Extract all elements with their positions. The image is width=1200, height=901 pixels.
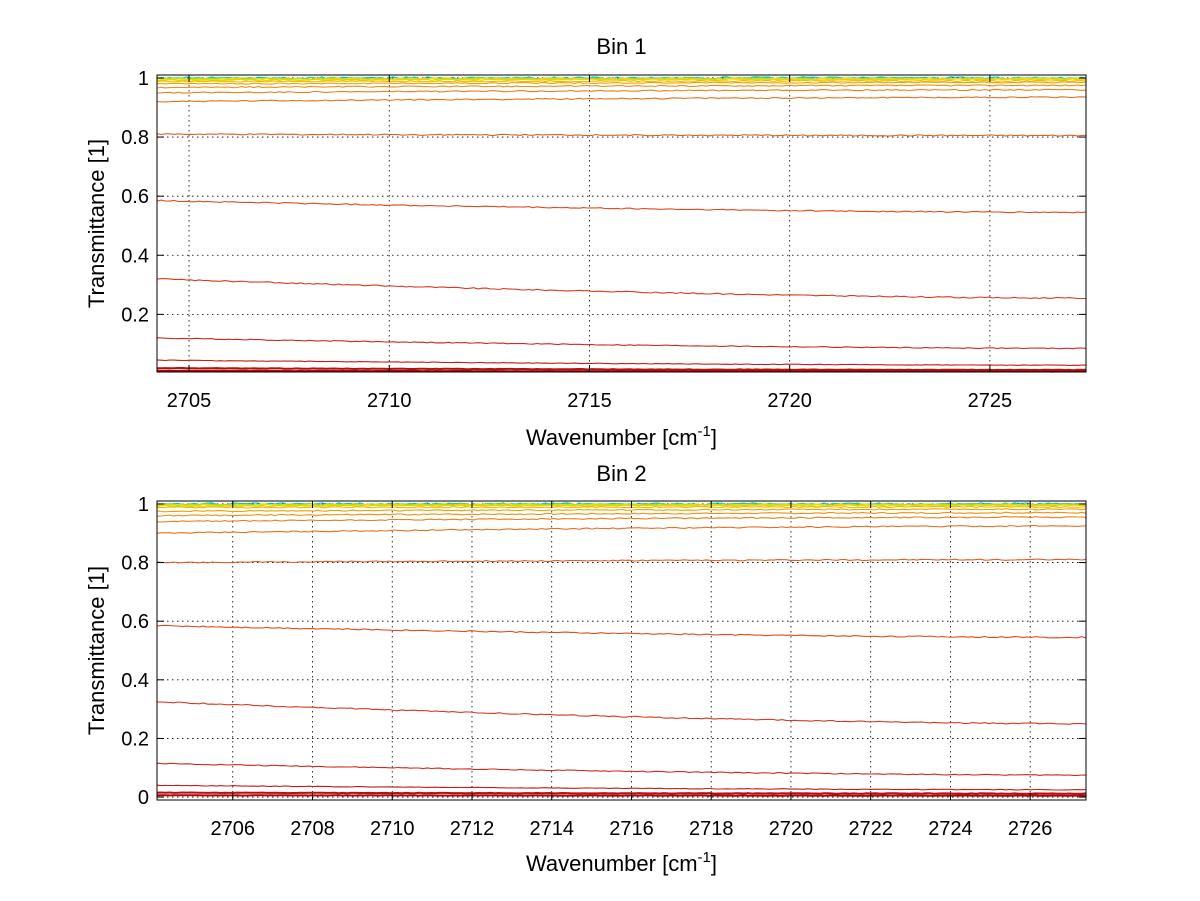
series-group [156, 502, 1087, 797]
y-axis: 0.2 0.4 0.6 0.8 1 [121, 68, 1086, 326]
x-tick-label: 2705 [167, 390, 212, 412]
axes-box [156, 500, 1087, 801]
x-axis-label-end: ] [711, 851, 717, 876]
series-line [156, 367, 1087, 372]
series-line [156, 84, 1087, 89]
series-line [156, 701, 1087, 725]
chart-bin-2: Bin 2 2706 2708 2710 2712 2714 2716 2718 2720 272… [84, 461, 1087, 876]
y-axis: 0 0.2 0.4 0.6 0.8 1 [121, 494, 1086, 809]
series-line [156, 76, 1087, 80]
series-line [157, 505, 1087, 509]
series-line [156, 558, 1087, 564]
x-tick-label: 2720 [767, 390, 812, 412]
x-tick-label: 2714 [529, 818, 574, 840]
series-line [156, 133, 1087, 137]
x-tick-label: 2724 [928, 818, 973, 840]
x-tick-label: 2706 [211, 818, 256, 840]
grid [157, 75, 1086, 372]
y-tick-label: 1 [138, 494, 149, 516]
x-axis-label-sup: -1 [698, 423, 711, 440]
series-line [156, 88, 1087, 94]
series-line [156, 508, 1087, 513]
series-line [156, 337, 1087, 350]
x-axis-label-text: Wavenumber [cm [526, 851, 698, 876]
x-axis-label: Wavenumber [cm-1] [526, 849, 717, 876]
x-axis-label-text: Wavenumber [cm [526, 425, 698, 450]
y-tick-label: 1 [138, 68, 149, 90]
series-line [156, 524, 1087, 534]
y-tick-label: 0.2 [121, 304, 149, 326]
x-tick-label: 2712 [450, 818, 495, 840]
series-line [156, 791, 1087, 795]
y-tick-label: 0.6 [121, 611, 149, 633]
x-axis-label: Wavenumber [cm-1] [526, 423, 717, 450]
series-group [156, 76, 1087, 373]
x-axis-label-sup: -1 [698, 849, 711, 866]
x-tick-label: 2725 [968, 390, 1013, 412]
x-tick-label: 2716 [609, 818, 654, 840]
y-tick-label: 0.6 [121, 186, 149, 208]
x-tick-label: 2722 [848, 818, 893, 840]
series-line [156, 504, 1087, 508]
series-line [156, 369, 1086, 373]
y-tick-label: 0.8 [121, 553, 149, 575]
series-line [156, 784, 1087, 791]
chart-title: Bin 1 [596, 34, 646, 59]
series-line [156, 624, 1087, 639]
series-line [156, 794, 1087, 797]
x-tick-label: 2715 [567, 390, 612, 412]
grid [157, 501, 1086, 800]
x-tick-label: 2726 [1008, 818, 1053, 840]
y-axis-label: Transmittance [1] [84, 566, 109, 735]
x-tick-label: 2708 [290, 818, 335, 840]
series-line [156, 79, 1087, 83]
series-line [156, 359, 1086, 367]
chart-title: Bin 2 [596, 461, 646, 486]
y-tick-label: 0.4 [121, 670, 149, 692]
x-tick-label: 2718 [689, 818, 734, 840]
series-line [156, 762, 1087, 776]
x-tick-label: 2720 [769, 818, 814, 840]
x-tick-label: 2710 [367, 390, 412, 412]
x-axis-label-end: ] [711, 425, 717, 450]
series-line [156, 96, 1087, 103]
y-axis-label: Transmittance [1] [84, 139, 109, 308]
series-line [156, 503, 1087, 506]
series-line [156, 516, 1087, 523]
series-line [156, 511, 1087, 517]
series-line [156, 278, 1086, 300]
x-axis: 2705 2710 2715 2720 2725 [167, 75, 1012, 412]
y-tick-label: 0.4 [121, 245, 149, 267]
y-tick-label: 0.8 [121, 127, 149, 149]
y-tick-label: 0 [138, 787, 149, 809]
x-axis: 2706 2708 2710 2712 2714 2716 2718 2720 2722 2724… [211, 501, 1053, 840]
axes-box [156, 74, 1087, 373]
series-line [157, 81, 1087, 85]
series-line [156, 78, 1087, 82]
chart-bin-1: Bin 1 2705 2710 2715 2720 2725 0.2 0.4 0.6 0.8 1 Wa… [84, 34, 1087, 450]
x-tick-label: 2710 [370, 818, 415, 840]
series-line [156, 199, 1087, 214]
y-tick-label: 0.2 [121, 728, 149, 750]
